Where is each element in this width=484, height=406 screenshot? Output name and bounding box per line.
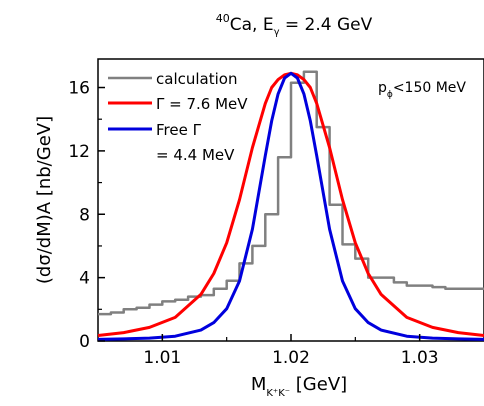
series-line-2 xyxy=(97,71,484,341)
y-tick-label: 4 xyxy=(79,269,90,289)
x-axis-label: MK⁺K⁻ [GeV] xyxy=(251,374,347,399)
title-rest: = 2.4 GeV xyxy=(280,15,373,35)
annotation-main: p xyxy=(378,80,387,96)
data-layer xyxy=(97,70,484,341)
title-main: Ca, E xyxy=(230,15,274,35)
x-tick-label: 1.01 xyxy=(143,348,181,368)
legend-label-free-gamma-value: = 4.4 MeV xyxy=(156,146,235,164)
y-axis-label: (dσ/dM)A [nb/GeV] xyxy=(34,116,55,284)
y-tick-label: 0 xyxy=(79,332,90,352)
y-tick-label: 8 xyxy=(79,205,90,225)
title-superscript: 40 xyxy=(216,12,230,25)
x-label-main: M xyxy=(251,374,267,395)
axes-layer: 0 4 8 12 16 1.01 1.02 1.03 xyxy=(68,79,438,368)
y-tick-label: 16 xyxy=(68,79,90,99)
x-label-rest: [GeV] xyxy=(290,374,347,395)
legend-label-free-gamma: Free Γ xyxy=(156,121,202,139)
annotation-subscript: ϕ xyxy=(387,90,393,100)
title-subscript: γ xyxy=(274,27,280,38)
series-line-0 xyxy=(98,70,484,316)
x-tick-label: 1.03 xyxy=(401,348,439,368)
x-tick-label: 1.02 xyxy=(272,348,310,368)
momentum-cut-annotation: pϕ<150 MeV xyxy=(378,80,466,100)
legend-label-calculation: calculation xyxy=(156,70,237,88)
chart-title: 40Ca, Eγ = 2.4 GeV xyxy=(216,12,373,38)
annotation-rest: <150 MeV xyxy=(393,80,467,96)
y-tick-label: 12 xyxy=(68,142,90,162)
legend: calculation Γ = 7.6 MeV Free Γ = 4.4 MeV xyxy=(108,70,248,164)
legend-label-gamma-76: Γ = 7.6 MeV xyxy=(156,95,248,113)
x-label-subscript: K⁺K⁻ xyxy=(266,388,290,399)
